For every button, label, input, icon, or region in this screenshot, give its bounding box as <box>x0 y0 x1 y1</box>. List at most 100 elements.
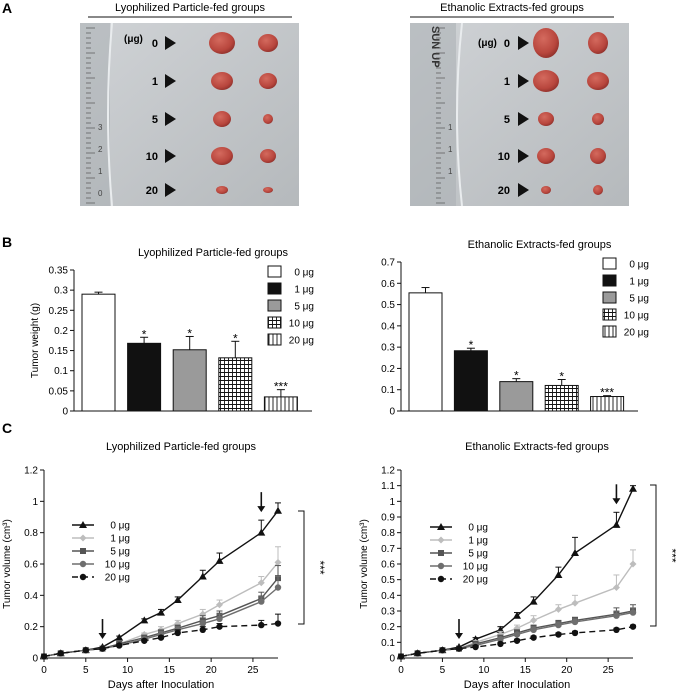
petri-dish-edge <box>456 22 463 207</box>
panel-label-c: C <box>2 420 12 436</box>
legend-label: 0 μg <box>294 268 314 279</box>
x-tick-label: 20 <box>206 665 218 676</box>
panel-label-b: B <box>2 234 12 250</box>
tumor-sample <box>590 148 606 164</box>
dose-row-label: 5 <box>152 114 158 126</box>
tumor-sample <box>538 112 554 126</box>
y-axis-label: Tumor weight (g) <box>30 303 41 378</box>
data-point <box>99 645 106 652</box>
chart-title: Ethanolic Extracts-fed groups <box>465 441 609 453</box>
plate-label: SUN UP <box>429 26 441 68</box>
data-point <box>57 650 64 657</box>
tumor-sample <box>533 70 559 92</box>
y-tick-label: 0.4 <box>381 591 395 602</box>
data-point <box>612 584 620 591</box>
legend-swatch <box>267 299 282 312</box>
data-point <box>258 621 265 629</box>
legend-label: 1 μg <box>468 536 488 547</box>
legend-label: 1 μg <box>629 277 649 288</box>
data-point <box>513 637 521 644</box>
data-point <box>79 534 87 542</box>
y-tick-label: 0.5 <box>381 300 395 311</box>
y-tick-label: 0.6 <box>24 560 38 571</box>
significance-marker: *** <box>313 560 327 574</box>
data-point <box>571 549 579 557</box>
ruler: 1 1 1 <box>436 27 453 204</box>
x-tick-label: 0 <box>398 665 404 676</box>
bar-chart-ethanolic: Ethanolic Extracts-fed groups 0 0.1 0.2 0.3 0… <box>381 239 649 418</box>
tumor-sample <box>592 113 604 125</box>
line-chart-ethanolic: Ethanolic Extracts-fed groups 0 0.1 0.2 0.3 0… <box>359 441 676 691</box>
y-tick-label: 0.05 <box>49 386 69 397</box>
legend-label: 1 μg <box>110 534 130 545</box>
ruler-number: 1 <box>448 167 453 176</box>
data-point <box>571 599 579 607</box>
y-tick-label: 0.3 <box>381 607 395 618</box>
tumor-sample <box>263 187 273 193</box>
data-point <box>216 601 223 609</box>
legend-label: 0 μg <box>629 260 649 271</box>
row-arrow-icon <box>165 149 176 163</box>
dose-row-label: 20 <box>146 185 158 197</box>
data-point <box>530 616 538 624</box>
data-point <box>258 598 265 605</box>
y-tick-label: 0.7 <box>381 544 395 555</box>
data-point <box>497 640 504 648</box>
significance-bracket <box>650 484 657 627</box>
data-point <box>629 609 637 616</box>
y-tick-label: 0.3 <box>54 286 68 297</box>
data-point <box>274 558 282 566</box>
legend-swatch <box>602 325 617 338</box>
row-arrow-icon <box>165 112 176 126</box>
treatment-arrow-head <box>455 633 463 640</box>
tumor-sample <box>211 72 233 90</box>
dose-row-label: 20 <box>498 185 510 197</box>
x-tick-label: 15 <box>520 665 532 676</box>
data-point <box>455 645 463 652</box>
data-point <box>472 643 479 651</box>
data-point <box>257 528 266 536</box>
tumor-sample <box>216 186 228 194</box>
legend-label: 10 μg <box>289 319 314 330</box>
data-point <box>141 637 148 644</box>
x-tick-label: 10 <box>122 665 134 676</box>
tumor-sample <box>213 111 231 127</box>
data-point <box>82 646 89 654</box>
data-point <box>115 633 124 641</box>
y-tick-label: 0.4 <box>381 321 395 332</box>
significance-bracket <box>298 510 305 625</box>
data-point <box>437 562 445 570</box>
data-point <box>157 634 165 641</box>
legend-label: 10 μg <box>624 311 649 322</box>
row-arrow-icon <box>518 112 529 126</box>
data-point <box>437 523 445 530</box>
legend-label: 20 μg <box>624 328 649 339</box>
x-tick-label: 0 <box>41 665 47 676</box>
y-tick-label: 0.6 <box>381 560 395 571</box>
y-tick-label: 0 <box>389 654 395 665</box>
data-point <box>79 560 87 568</box>
data-point <box>215 556 224 564</box>
y-axis-label: Tumor volume (cm³) <box>2 519 13 609</box>
treatment-arrow-head <box>257 506 266 513</box>
data-point <box>629 484 637 492</box>
data-point <box>571 629 579 637</box>
data-point <box>79 573 87 581</box>
y-tick-label: 0.9 <box>381 513 395 524</box>
y-tick-label: 0.1 <box>381 385 395 396</box>
dose-header: (μg) <box>124 34 143 45</box>
y-tick-label: 1.2 <box>381 466 395 477</box>
series-line <box>43 577 279 658</box>
legend-swatch <box>267 333 282 346</box>
significance-marker: * <box>187 326 192 340</box>
ruler-number: 0 <box>98 189 103 198</box>
data-point <box>397 653 405 660</box>
data-point <box>530 626 537 633</box>
data-point <box>613 612 620 619</box>
y-tick-label: 0.2 <box>381 622 395 633</box>
y-tick-label: 0.1 <box>54 366 68 377</box>
y-tick-label: 0.6 <box>381 279 395 290</box>
y-tick-label: 0 <box>389 407 395 418</box>
significance-marker: * <box>233 331 238 345</box>
ruler-number: 1 <box>448 145 453 154</box>
